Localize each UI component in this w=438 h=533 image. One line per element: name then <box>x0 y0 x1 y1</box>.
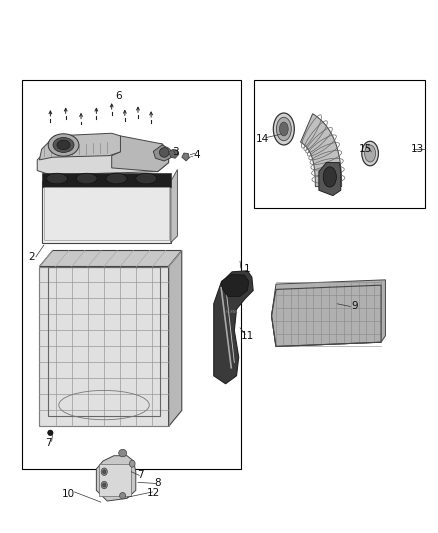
Bar <box>42 181 171 243</box>
Ellipse shape <box>159 148 169 157</box>
Text: 2: 2 <box>28 252 35 262</box>
Text: 6: 6 <box>115 91 122 101</box>
Ellipse shape <box>364 145 376 162</box>
Text: 8: 8 <box>154 479 161 488</box>
Text: 14: 14 <box>256 134 269 143</box>
Bar <box>254 80 425 208</box>
Bar <box>22 80 241 469</box>
Ellipse shape <box>106 173 127 184</box>
Ellipse shape <box>276 117 291 141</box>
Text: 13: 13 <box>411 144 424 154</box>
Text: 3: 3 <box>172 147 179 157</box>
Text: 10: 10 <box>61 489 74 499</box>
Polygon shape <box>319 163 341 196</box>
Polygon shape <box>300 114 342 187</box>
Bar <box>99 464 131 496</box>
Ellipse shape <box>46 173 67 184</box>
Polygon shape <box>182 153 189 161</box>
Text: 12: 12 <box>147 488 160 498</box>
Polygon shape <box>153 145 173 161</box>
Polygon shape <box>214 271 253 384</box>
Ellipse shape <box>76 173 97 184</box>
Text: 15: 15 <box>359 144 372 154</box>
Polygon shape <box>169 149 179 158</box>
Ellipse shape <box>362 141 378 166</box>
Text: 7: 7 <box>45 439 52 448</box>
Ellipse shape <box>129 460 135 467</box>
Ellipse shape <box>136 173 157 184</box>
Polygon shape <box>39 251 182 266</box>
Ellipse shape <box>53 138 74 152</box>
Polygon shape <box>96 456 136 501</box>
Ellipse shape <box>323 167 336 187</box>
Bar <box>42 173 171 187</box>
Polygon shape <box>112 136 169 172</box>
Ellipse shape <box>57 140 70 150</box>
Ellipse shape <box>101 468 107 475</box>
Ellipse shape <box>102 470 106 474</box>
Ellipse shape <box>48 430 53 435</box>
Polygon shape <box>39 266 169 426</box>
Text: 11: 11 <box>241 331 254 341</box>
Text: 1: 1 <box>244 264 251 274</box>
Ellipse shape <box>102 483 106 487</box>
Polygon shape <box>171 169 177 243</box>
Bar <box>44 187 169 240</box>
Text: 4: 4 <box>194 150 201 159</box>
Polygon shape <box>272 280 385 346</box>
Ellipse shape <box>279 122 288 136</box>
Bar <box>48 266 160 416</box>
Ellipse shape <box>119 449 127 457</box>
Polygon shape <box>169 251 182 426</box>
Polygon shape <box>221 274 249 296</box>
Polygon shape <box>37 144 169 175</box>
Polygon shape <box>39 133 123 160</box>
Ellipse shape <box>273 113 294 145</box>
Ellipse shape <box>101 481 107 489</box>
Ellipse shape <box>120 492 126 499</box>
Text: 9: 9 <box>351 302 358 311</box>
Ellipse shape <box>48 134 79 156</box>
Text: 7: 7 <box>137 471 144 480</box>
Text: MOPAR: MOPAR <box>226 310 238 314</box>
Polygon shape <box>272 285 381 346</box>
